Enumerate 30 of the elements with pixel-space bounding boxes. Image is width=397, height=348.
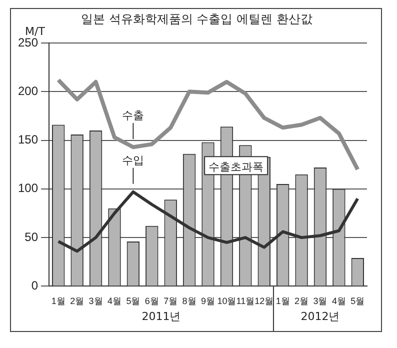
x-tick-label: 7월 bbox=[164, 296, 178, 306]
y-tick-label: 0 bbox=[31, 278, 38, 293]
x-tick-label: 4월 bbox=[107, 296, 122, 306]
x-tick-label: 1월 bbox=[51, 296, 66, 306]
x-tick-label: 8월 bbox=[182, 296, 196, 306]
x-tick-label: 3월 bbox=[313, 296, 328, 306]
text: 수입 bbox=[122, 154, 144, 167]
y-axis-title: M/T bbox=[25, 25, 45, 38]
x-tick-label: 1월 bbox=[276, 296, 290, 306]
x-tick-label: 2월 bbox=[294, 296, 309, 306]
y-tick-label: 100 bbox=[18, 181, 38, 196]
x-tick-label: 11월 bbox=[236, 296, 255, 306]
y-tick-label: 200 bbox=[18, 84, 38, 98]
y-tick-label: 250 bbox=[18, 35, 38, 50]
x-tick-label: 3월 bbox=[88, 296, 103, 306]
text: 2011년 bbox=[142, 310, 181, 324]
x-tick-label: 5월 bbox=[126, 296, 140, 306]
x-tick-label: 5월 bbox=[350, 296, 365, 306]
text: 2012년 bbox=[300, 310, 340, 324]
chart-title: 일본 석유화학제품의 수출입 에틸렌 환산값 bbox=[81, 11, 312, 28]
x-tick-label: 6월 bbox=[144, 296, 159, 306]
x-tick-label: 4월 bbox=[332, 296, 346, 306]
series-label: 수출 bbox=[122, 109, 144, 122]
x-tick-label: 2월 bbox=[70, 296, 84, 306]
x-tick-label: 10월 bbox=[217, 296, 236, 306]
series-label: 수출초과폭 bbox=[208, 160, 264, 174]
y-tick-label: 150 bbox=[18, 132, 38, 147]
y-tick-label: 50 bbox=[24, 230, 38, 244]
x-tick-label: 12월 bbox=[254, 296, 274, 306]
x-tick-label: 9월 bbox=[201, 296, 216, 306]
